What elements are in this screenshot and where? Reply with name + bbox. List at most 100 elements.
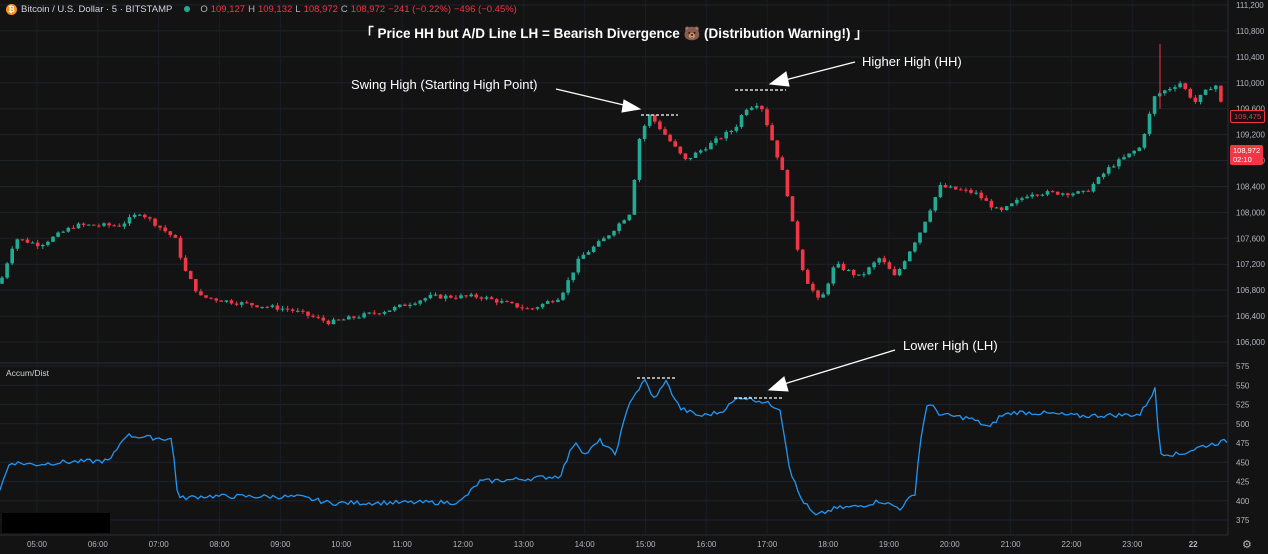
candle-body (102, 223, 106, 226)
candle-body (1183, 83, 1187, 89)
candle-body (1050, 191, 1055, 193)
candle-body (953, 186, 958, 190)
candle-body (336, 319, 341, 321)
candle-body (347, 316, 351, 320)
indicator-label[interactable]: Accum/Dist (6, 368, 49, 378)
candle-body (1055, 191, 1060, 195)
candle-body (97, 225, 101, 227)
candle-body (280, 308, 285, 310)
candle-body (545, 301, 550, 304)
ad-tick-label: 450 (1236, 458, 1250, 467)
candle-body (301, 310, 305, 312)
ohlc-values: O 109,127 H 109,132 L 108,972 C 108,972 −241… (200, 3, 517, 15)
candle-body (1214, 85, 1218, 90)
candle-body (403, 304, 407, 307)
candle-body (5, 263, 9, 278)
candle-body (1168, 88, 1172, 91)
candle-body (647, 114, 652, 126)
candle-body (673, 141, 677, 147)
candle-body (489, 297, 494, 300)
candle-body (1040, 194, 1045, 196)
ad-tick-label: 550 (1236, 381, 1250, 390)
candle-body (530, 308, 535, 310)
time-tick-label: 22 (1189, 540, 1198, 549)
price-tick-label: 110,000 (1236, 79, 1265, 88)
candle-body (770, 125, 774, 141)
time-tick-label: 15:00 (635, 540, 656, 549)
candle-body (749, 107, 754, 110)
candle-body (270, 305, 275, 307)
candle-body (857, 274, 861, 276)
candle-body (918, 232, 922, 243)
price-tick-label: 109,200 (1236, 131, 1265, 140)
price-tick-label: 106,800 (1236, 286, 1265, 295)
candle-body (719, 138, 723, 140)
candle-body (153, 218, 157, 226)
candle-body (704, 149, 708, 151)
price-tick-label: 106,000 (1236, 338, 1265, 347)
price-tick-label: 108,400 (1236, 182, 1265, 191)
candle-body (622, 220, 626, 224)
candle-body (846, 269, 851, 271)
time-tick-label: 21:00 (1001, 540, 1022, 549)
price-tick-label: 109,600 (1236, 105, 1265, 114)
candle-body (367, 312, 371, 314)
chart-title: 「 Price HH but A/D Line LH = Bearish Div… (360, 26, 868, 41)
candle-body (387, 310, 392, 312)
candle-body (928, 210, 932, 222)
candle-body (1025, 196, 1029, 199)
candle-body (321, 317, 326, 321)
candle-body (612, 230, 616, 236)
price-tick-label: 106,400 (1236, 312, 1265, 321)
candle-body (561, 292, 565, 300)
candle-body (474, 294, 479, 298)
candle-body (729, 130, 734, 132)
candle-body (617, 223, 621, 231)
candle-body (999, 207, 1004, 211)
candle-body (352, 316, 356, 318)
candle-body (607, 235, 611, 239)
candle-body (408, 304, 412, 307)
candle-body (372, 312, 377, 314)
candle-body (653, 114, 657, 122)
candle-body (1035, 194, 1040, 196)
candle-body (755, 105, 759, 108)
candle-body (969, 189, 973, 193)
higher-high-arrowhead (768, 71, 790, 87)
swing-high-arrow (555, 88, 629, 107)
lower-high-label: Lower High (LH) (903, 338, 998, 353)
candle-body (1127, 153, 1131, 158)
swing-high-label: Swing High (Starting High Point) (351, 77, 538, 92)
candle-body (923, 221, 927, 233)
candle-body (576, 258, 581, 273)
candle-body (979, 192, 983, 199)
candle-body (183, 257, 188, 272)
price-tick-label: 107,600 (1236, 234, 1265, 243)
candle-body (392, 306, 397, 311)
candle-body (989, 200, 994, 208)
candle-body (1061, 193, 1065, 195)
symbol-legend[interactable]: ₿ Bitcoin / U.S. Dollar · 5 · BITSTAMP O… (6, 2, 517, 16)
settings-gear-icon[interactable]: ⚙ (1242, 539, 1252, 551)
candle-body (1203, 89, 1208, 95)
candle-body (127, 217, 132, 224)
candle-body (1173, 87, 1177, 89)
candle-body (66, 227, 71, 232)
candle-body (806, 269, 810, 284)
candle-body (525, 308, 530, 310)
candle-body (678, 146, 683, 154)
candle-body (688, 157, 693, 160)
candle-body (35, 242, 40, 247)
candle-body (908, 251, 912, 262)
ad-tick-label: 500 (1236, 420, 1250, 429)
candle-body (459, 295, 463, 299)
annotation-drawings (555, 61, 896, 399)
candlestick-series (0, 43, 1223, 326)
candle-body (1178, 83, 1182, 88)
candle-body (734, 126, 739, 131)
candle-body (1198, 94, 1203, 102)
candle-body (143, 214, 147, 218)
candle-body (1152, 96, 1157, 114)
time-tick-label: 10:00 (331, 540, 352, 549)
